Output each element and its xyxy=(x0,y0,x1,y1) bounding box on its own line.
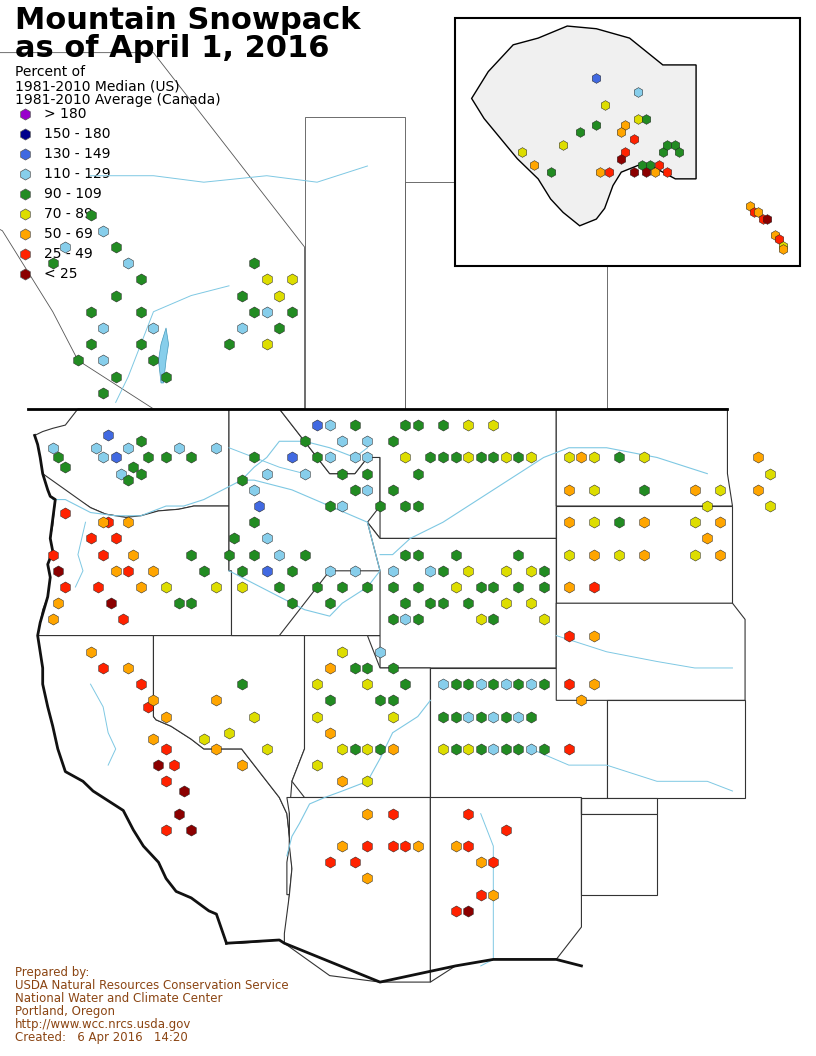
Polygon shape xyxy=(284,797,430,982)
Polygon shape xyxy=(430,668,606,797)
Text: 150 - 180: 150 - 180 xyxy=(44,127,110,142)
Text: 130 - 149: 130 - 149 xyxy=(44,147,110,161)
Text: Percent of: Percent of xyxy=(15,65,85,79)
Polygon shape xyxy=(158,328,169,383)
Polygon shape xyxy=(606,700,745,797)
Text: 1981-2010 Median (US): 1981-2010 Median (US) xyxy=(15,79,180,93)
Text: 25 - 49: 25 - 49 xyxy=(44,247,93,261)
Text: USDA Natural Resources Conservation Service: USDA Natural Resources Conservation Serv… xyxy=(15,979,289,992)
Text: < 25: < 25 xyxy=(44,267,78,281)
Polygon shape xyxy=(38,636,292,943)
Text: 50 - 69: 50 - 69 xyxy=(44,227,93,241)
Text: National Water and Climate Center: National Water and Climate Center xyxy=(15,992,223,1005)
Polygon shape xyxy=(557,603,745,700)
Text: 90 - 109: 90 - 109 xyxy=(44,187,102,201)
Text: Mountain Snowpack: Mountain Snowpack xyxy=(15,6,361,35)
Text: 1981-2010 Average (Canada): 1981-2010 Average (Canada) xyxy=(15,93,220,107)
Polygon shape xyxy=(0,53,304,409)
Polygon shape xyxy=(34,409,229,517)
Text: http://www.wcc.nrcs.usda.gov: http://www.wcc.nrcs.usda.gov xyxy=(15,1018,192,1031)
Polygon shape xyxy=(229,409,380,636)
Polygon shape xyxy=(557,506,733,603)
Polygon shape xyxy=(304,117,406,409)
Text: Created:   6 Apr 2016   14:20: Created: 6 Apr 2016 14:20 xyxy=(15,1031,188,1044)
Text: as of April 1, 2016: as of April 1, 2016 xyxy=(15,34,330,63)
Bar xyxy=(455,18,800,266)
Text: 70 - 89: 70 - 89 xyxy=(44,207,93,221)
Text: Prepared by:: Prepared by: xyxy=(15,966,90,979)
Text: 110 - 129: 110 - 129 xyxy=(44,167,111,181)
Polygon shape xyxy=(430,797,582,982)
Text: > 180: > 180 xyxy=(44,107,86,121)
Polygon shape xyxy=(557,409,733,506)
Polygon shape xyxy=(367,523,557,668)
Polygon shape xyxy=(406,183,606,409)
Polygon shape xyxy=(232,409,557,539)
Polygon shape xyxy=(582,797,657,894)
Text: Portland, Oregon: Portland, Oregon xyxy=(15,1005,115,1018)
Polygon shape xyxy=(472,26,696,226)
Polygon shape xyxy=(153,636,304,894)
Polygon shape xyxy=(582,797,657,814)
Polygon shape xyxy=(292,636,430,797)
Polygon shape xyxy=(38,474,380,636)
